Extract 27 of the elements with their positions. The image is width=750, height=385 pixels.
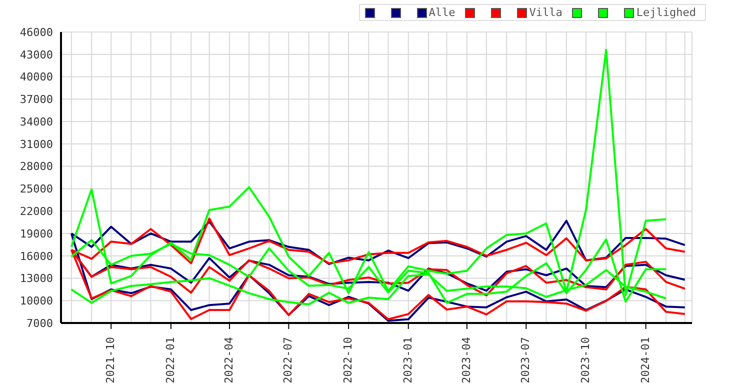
y-tick-label: 28000 xyxy=(20,160,53,174)
y-tick-label: 13000 xyxy=(20,272,53,286)
x-tick-label: 2023-07 xyxy=(519,337,532,384)
x-tick-label: 2024-01 xyxy=(638,337,652,384)
x-tick-label: 2023-10 xyxy=(578,337,592,384)
x-tick-label: 2022-07 xyxy=(282,337,295,384)
y-tick-label: 31000 xyxy=(20,138,53,151)
legend-label: Alle xyxy=(428,6,456,19)
y-tick-label: 46000 xyxy=(20,26,53,39)
y-tick-label: 10000 xyxy=(20,294,53,308)
x-tick-label: 2023-01 xyxy=(401,337,414,384)
y-tick-label: 25000 xyxy=(20,182,53,196)
y-tick-label: 19000 xyxy=(20,227,53,240)
y-tick-label: 40000 xyxy=(20,70,53,84)
x-tick-label: 2021-10 xyxy=(104,337,118,384)
x-tick-label: 2022-10 xyxy=(342,337,355,384)
y-tick-label: 37000 xyxy=(20,93,53,106)
y-tick-label: 43000 xyxy=(20,48,53,62)
y-tick-label: 16000 xyxy=(20,250,53,263)
y-tick-label: 22000 xyxy=(20,204,53,218)
x-tick-label: 2022-01 xyxy=(164,337,177,384)
y-tick-label: 7000 xyxy=(26,316,53,330)
y-tick-label: 34000 xyxy=(20,115,53,128)
legend-label: Villa xyxy=(529,6,562,19)
x-tick-label: 2023-04 xyxy=(460,336,473,384)
x-tick-label: 2022-04 xyxy=(222,336,236,384)
legend-label: Lejlighed xyxy=(636,6,696,19)
